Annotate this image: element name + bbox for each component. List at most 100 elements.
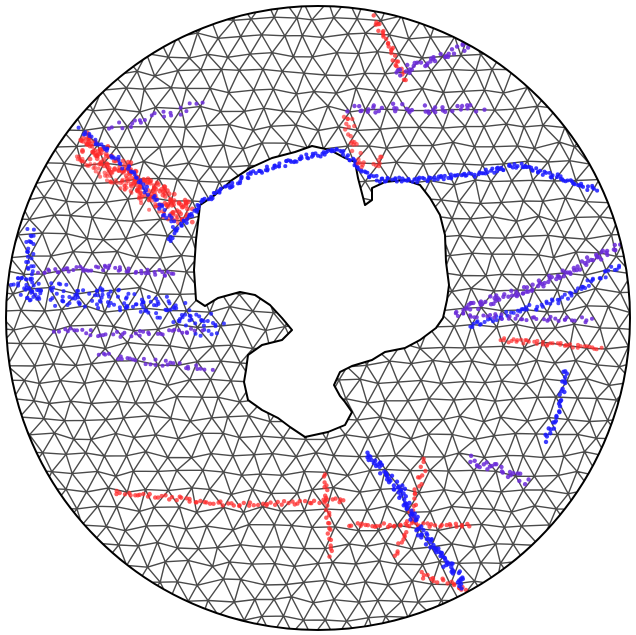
track-point <box>374 523 379 529</box>
track-point <box>375 462 380 467</box>
track-point <box>577 267 583 272</box>
track-point <box>152 303 156 308</box>
track-point <box>113 265 118 270</box>
track-point <box>520 317 525 322</box>
track-point <box>604 248 610 254</box>
track-point <box>29 272 34 277</box>
track-point <box>125 303 130 308</box>
track-point <box>29 256 34 261</box>
purple-track-lower-right <box>468 453 531 487</box>
track-point <box>400 102 405 107</box>
track-point <box>522 482 528 487</box>
track-point <box>183 323 188 328</box>
track-point <box>344 121 349 127</box>
track-point <box>149 113 154 118</box>
track-point <box>171 361 176 366</box>
track-point <box>153 198 158 202</box>
track-point <box>165 270 170 274</box>
track-point <box>415 533 421 538</box>
track-point <box>141 182 146 187</box>
track-point <box>553 316 558 321</box>
track-point <box>521 341 526 346</box>
track-point <box>564 371 569 376</box>
track-point <box>187 101 192 106</box>
track-point <box>209 332 214 337</box>
track-point <box>172 327 177 332</box>
track-point <box>400 483 405 488</box>
track-point <box>537 280 542 286</box>
track-point <box>227 183 232 188</box>
track-point <box>453 311 458 316</box>
track-point <box>324 515 329 520</box>
track-point <box>260 170 264 175</box>
track-point <box>544 299 549 304</box>
track-point <box>94 264 98 269</box>
track-point <box>423 468 428 474</box>
track-point <box>377 179 382 184</box>
track-point <box>371 13 376 18</box>
track-point <box>38 291 43 296</box>
track-point <box>520 291 526 296</box>
track-point <box>247 500 253 505</box>
track-point <box>501 338 506 343</box>
track-point <box>128 189 133 193</box>
track-point <box>468 313 472 318</box>
track-point <box>18 292 23 297</box>
track-point <box>129 334 134 339</box>
track-point <box>98 150 104 156</box>
track-point <box>175 220 180 225</box>
track-point <box>198 366 203 371</box>
track-point <box>568 342 573 347</box>
track-point <box>609 264 614 269</box>
track-point <box>534 166 539 171</box>
track-point <box>160 192 166 198</box>
track-point <box>84 331 89 336</box>
track-point <box>194 363 199 368</box>
track-point <box>139 302 144 307</box>
track-point <box>398 73 403 78</box>
track-point <box>415 475 421 480</box>
track-point <box>345 116 350 122</box>
track-point <box>458 107 464 112</box>
track-point <box>374 173 379 178</box>
track-point <box>379 105 385 111</box>
track-point <box>557 392 562 397</box>
track-point <box>578 344 583 349</box>
track-point <box>393 109 398 114</box>
track-point <box>283 164 288 169</box>
track-point <box>161 189 166 195</box>
blue-track-bottom <box>365 450 465 591</box>
track-point <box>584 255 590 260</box>
track-point <box>297 498 302 504</box>
track-point <box>555 175 559 180</box>
track-point <box>444 562 449 568</box>
track-point <box>184 220 189 225</box>
track-point <box>88 333 93 338</box>
track-point <box>76 288 81 293</box>
track-point <box>143 362 148 367</box>
track-point <box>557 404 563 409</box>
track-point <box>169 219 174 224</box>
track-point <box>122 183 127 188</box>
track-point <box>87 291 92 296</box>
track-point <box>87 156 93 162</box>
track-point <box>540 172 545 177</box>
track-point <box>423 542 429 547</box>
track-point <box>409 107 415 113</box>
track-point <box>98 333 103 338</box>
track-point <box>61 289 66 294</box>
track-point <box>519 337 523 342</box>
track-point <box>96 166 101 171</box>
track-point <box>350 116 355 122</box>
red-track-right <box>498 336 604 352</box>
track-point <box>138 180 143 185</box>
track-point <box>115 180 120 185</box>
track-point <box>449 47 455 52</box>
track-point <box>24 277 29 282</box>
track-point <box>128 493 133 498</box>
track-point <box>272 163 277 168</box>
track-point <box>214 331 219 336</box>
track-point <box>376 108 381 114</box>
track-point <box>206 197 211 202</box>
track-point <box>246 176 251 181</box>
